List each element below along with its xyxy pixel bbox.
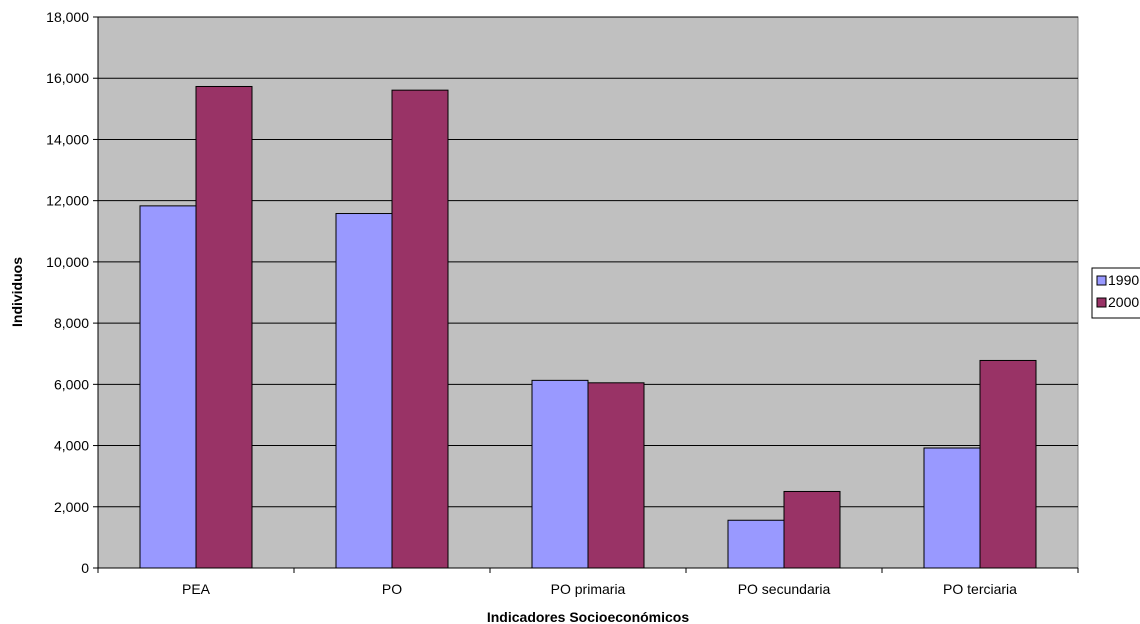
y-tick-label: 12,000: [46, 193, 89, 209]
legend: 1990 2000: [1091, 267, 1140, 319]
axes: [93, 16, 1079, 573]
x-axis-title: Indicadores Socioeconómicos: [487, 609, 689, 624]
x-tick-label: PO primaria: [551, 581, 626, 597]
bar-2000: [587, 382, 645, 569]
x-tick-label: PO secundaria: [738, 581, 831, 597]
y-tick-label: 2,000: [54, 499, 89, 515]
grid-lines: [98, 16, 1078, 508]
bar-1990: [923, 447, 981, 569]
y-tick-label: 18,000: [46, 9, 89, 25]
y-tick-label: 4,000: [54, 438, 89, 454]
y-axis-title: Individuos: [9, 257, 25, 327]
bar-2000: [783, 490, 841, 569]
y-tick-label: 0: [81, 560, 89, 576]
bar-1990: [531, 379, 589, 569]
bar-1990: [335, 213, 393, 569]
legend-swatch-1990: [1096, 275, 1107, 286]
y-tick-labels: 0 2,000 4,000 6,000 8,000 10,000 12,000 14,000 1…: [46, 9, 89, 576]
bar-2000: [195, 85, 253, 569]
legend-label-1990: 1990: [1108, 272, 1139, 288]
x-tick-label: PO: [382, 581, 402, 597]
x-tick-label: PO terciaria: [943, 581, 1017, 597]
y-tick-label: 16,000: [46, 70, 89, 86]
y-tick-label: 14,000: [46, 131, 89, 147]
x-tick-label: PEA: [182, 581, 211, 597]
bar-2000: [391, 89, 449, 569]
legend-label-2000: 2000: [1108, 294, 1139, 310]
bars: [139, 85, 1037, 569]
x-tick-labels: PEA PO PO primaria PO secundaria PO terciari…: [182, 581, 1017, 597]
bar-1990: [727, 519, 785, 569]
y-tick-label: 8,000: [54, 315, 89, 331]
bar-2000: [979, 359, 1037, 569]
legend-swatch-2000: [1096, 297, 1107, 308]
bar-1990: [139, 205, 197, 569]
y-tick-label: 6,000: [54, 376, 89, 392]
y-tick-label: 10,000: [46, 254, 89, 270]
